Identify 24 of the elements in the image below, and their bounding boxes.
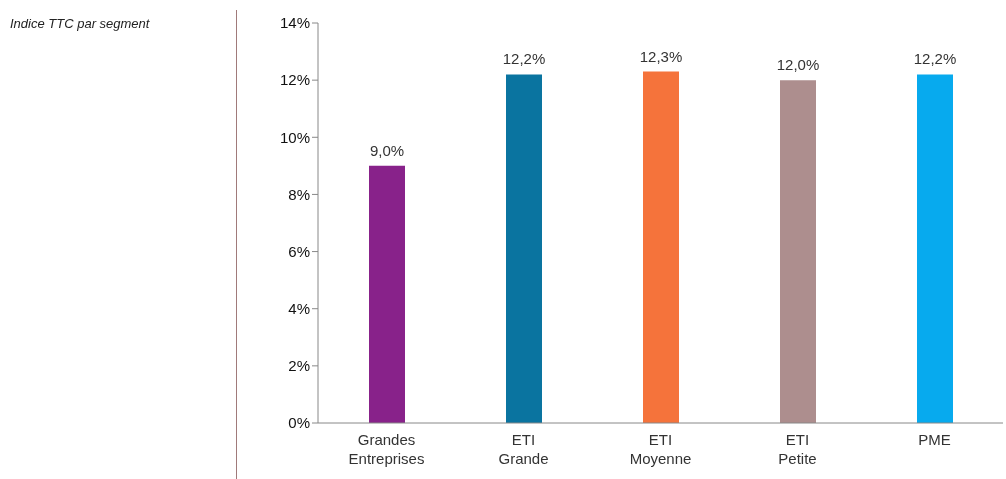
x-tick-label: ETI Petite — [778, 431, 817, 467]
y-tick-label: 14% — [279, 14, 310, 32]
data-label: 12,2% — [913, 50, 957, 68]
x-tick-label: ETI Moyenne — [629, 431, 692, 467]
y-tick-label: 10% — [279, 128, 310, 146]
x-tick-label: ETI Grande — [498, 431, 549, 467]
data-label: 9,0% — [369, 141, 405, 159]
bar — [643, 71, 679, 423]
y-tick-label: 0% — [288, 414, 310, 432]
bar — [506, 74, 542, 423]
x-tick-label: Grandes Entreprises — [348, 431, 425, 467]
y-tick-label: 12% — [279, 71, 310, 89]
x-tick-label: PME — [918, 431, 951, 448]
text: Indice TTC par segment — [10, 16, 150, 31]
data-label: 12,2% — [502, 50, 546, 68]
bar — [369, 165, 405, 423]
data-label: 12,3% — [639, 47, 683, 65]
data-label: 12,0% — [776, 56, 820, 74]
y-tick-label: 2% — [288, 357, 310, 375]
bar — [780, 80, 816, 423]
y-tick-label: 6% — [288, 242, 310, 260]
bar — [917, 74, 953, 423]
y-tick-label: 8% — [288, 185, 310, 203]
y-tick-label: 4% — [288, 300, 310, 318]
